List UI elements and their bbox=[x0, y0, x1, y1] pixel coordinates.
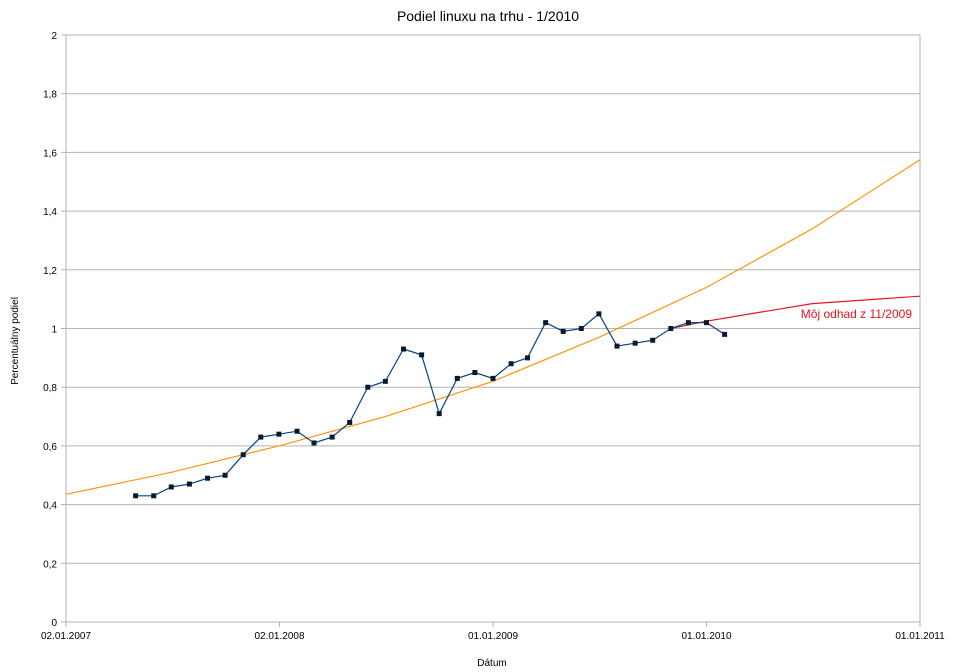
data-point bbox=[543, 320, 549, 326]
data-point bbox=[650, 337, 656, 343]
data-point bbox=[401, 346, 407, 352]
data-point bbox=[525, 355, 531, 361]
y-tick-label: 0,6 bbox=[43, 442, 57, 453]
data-point bbox=[419, 352, 425, 358]
y-tick-labels: 0 0,2 0,4 0,6 0,8 1 1,2 1,4 1,6 1,8 2 bbox=[43, 31, 57, 629]
y-axis-label: Percentuálny podiel bbox=[10, 297, 21, 385]
data-point bbox=[560, 328, 566, 334]
data-point bbox=[614, 343, 620, 349]
data-point bbox=[276, 431, 282, 437]
data-point bbox=[258, 434, 264, 440]
data-point bbox=[578, 326, 584, 331]
data-point bbox=[685, 320, 691, 326]
data-point bbox=[436, 411, 442, 417]
grid bbox=[61, 34, 921, 627]
annotation-label: Môj odhad z 11/2009 bbox=[801, 307, 913, 321]
data-point bbox=[311, 440, 317, 446]
x-axis-label: Dátum bbox=[477, 658, 506, 669]
data-point bbox=[704, 320, 709, 326]
x-tick-label: 01.01.2010 bbox=[681, 631, 731, 642]
data-point bbox=[454, 375, 460, 381]
y-tick-label: 1,4 bbox=[43, 207, 57, 218]
x-tick-label: 01.01.2009 bbox=[468, 631, 518, 642]
y-tick-label: 0,8 bbox=[43, 383, 57, 394]
series-line-trend bbox=[65, 159, 921, 495]
data-point bbox=[668, 326, 674, 331]
y-tick-label: 0,2 bbox=[43, 559, 57, 570]
y-tick-label: 1,8 bbox=[43, 90, 57, 101]
x-tick-label: 02.01.2008 bbox=[254, 631, 304, 642]
y-tick-label: 0 bbox=[51, 618, 57, 629]
data-point bbox=[186, 481, 192, 487]
series-line-estimate bbox=[670, 295, 921, 330]
data-point bbox=[329, 434, 335, 440]
y-tick-label: 1,2 bbox=[43, 266, 57, 277]
x-tick-label: 01.01.2011 bbox=[895, 631, 945, 642]
data-point bbox=[222, 472, 228, 478]
data-point bbox=[168, 484, 174, 490]
y-tick-label: 1,6 bbox=[43, 148, 57, 159]
data-point bbox=[382, 378, 388, 384]
y-tick-label: 1 bbox=[51, 325, 57, 336]
data-point bbox=[205, 475, 211, 481]
y-tick-label: 0,4 bbox=[43, 501, 57, 512]
y-tick-label: 2 bbox=[51, 31, 57, 42]
data-point bbox=[490, 375, 496, 381]
data-point bbox=[365, 384, 371, 390]
data-point bbox=[508, 361, 514, 367]
series-layer: Môj odhad z 11/2009 bbox=[65, 159, 921, 499]
data-point bbox=[632, 340, 638, 346]
data-point bbox=[151, 493, 157, 499]
x-tick-label: 02.01.2007 bbox=[41, 631, 91, 642]
data-point bbox=[133, 493, 139, 499]
data-point bbox=[472, 370, 478, 376]
data-point bbox=[722, 331, 728, 337]
series-line-measured bbox=[135, 312, 725, 497]
chart-title: Podiel linuxu na trhu - 1/2010 bbox=[397, 8, 579, 24]
data-point bbox=[596, 311, 602, 317]
data-point bbox=[347, 419, 353, 425]
data-point bbox=[294, 428, 300, 434]
data-point bbox=[240, 452, 246, 458]
x-tick-labels: 02.01.2007 02.01.2008 01.01.2009 01.01.2010… bbox=[41, 631, 945, 642]
